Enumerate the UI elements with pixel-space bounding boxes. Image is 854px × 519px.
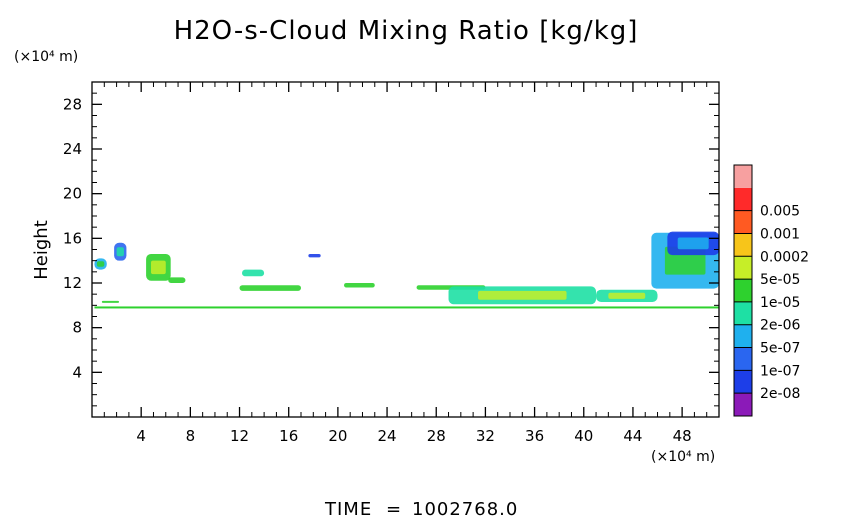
cloud-feature (101, 300, 120, 303)
cloud-feature (308, 253, 321, 258)
cloud-feature (94, 306, 720, 309)
y-tick-label: 4 (72, 363, 82, 381)
y-tick-label: 8 (72, 319, 82, 337)
colorbar-swatch (734, 324, 752, 348)
x-tick-label: 12 (230, 427, 249, 445)
colorbar-label: 5e-07 (760, 341, 800, 357)
colorbar-label: 0.005 (760, 204, 800, 220)
colorbar-swatch (734, 393, 752, 416)
data-layer (94, 231, 720, 309)
x-tick-label: 24 (378, 427, 397, 445)
time-label: TIME (324, 499, 372, 519)
cloud-feature (239, 285, 301, 291)
colorbar-swatch (734, 256, 752, 280)
plot-frame (91, 81, 720, 418)
cloud-feature (344, 283, 375, 288)
colorbar-swatch (734, 210, 752, 234)
x-tick-label: 48 (673, 427, 692, 445)
x-tick-label: 20 (328, 427, 347, 445)
colorbar: 2e-08 1e-07 5e-07 2e-06 1e-05 5e-05 0.0002 0.00… (733, 164, 809, 417)
y-axis-label: Height (31, 220, 52, 280)
x-tick-label: 16 (279, 427, 298, 445)
y-tick-label: 28 (63, 95, 82, 113)
x-tick-label: 32 (476, 427, 495, 445)
y-tick-label: 16 (63, 229, 82, 247)
colorbar-swatch (734, 279, 752, 302)
y-tick-label: 20 (63, 185, 82, 203)
x-tick-label: 8 (186, 427, 196, 445)
colorbar-label: 0.001 (760, 226, 800, 242)
colorbar-swatch (734, 370, 752, 394)
cloud-feature-core (677, 237, 709, 250)
time-readout: TIME = 1002768.0 (324, 499, 518, 519)
colorbar-label: 0.0002 (760, 249, 809, 265)
colorbar-label: 2e-06 (760, 318, 800, 334)
colorbar-label: 1e-05 (760, 295, 800, 311)
time-value: 1002768.0 (412, 499, 518, 519)
colorbar-label: 2e-08 (760, 386, 800, 402)
colorbar-swatch (734, 187, 752, 211)
time-equals: = (386, 499, 402, 519)
cloud-feature-core (116, 247, 124, 257)
colorbar-swatch (734, 165, 752, 188)
y-tick-label: 24 (63, 140, 82, 158)
y-unit-label: (×10⁴ m) (14, 49, 78, 65)
cloud-feature (241, 269, 265, 277)
x-tick-label: 44 (623, 427, 642, 445)
colorbar-swatch (734, 347, 752, 371)
x-tick-label: 4 (136, 427, 146, 445)
colorbar-frame (733, 164, 753, 417)
chart-title: H2O-s-Cloud Mixing Ratio [kg/kg] (174, 16, 639, 46)
cloud-feature-core (608, 292, 646, 299)
cloud-feature (168, 277, 186, 283)
colorbar-label: 5e-05 (760, 272, 800, 288)
cloud-feature-core (151, 260, 166, 275)
x-tick-label: 36 (525, 427, 544, 445)
y-tick-label: 12 (63, 274, 82, 292)
cloud-feature-core (478, 290, 567, 300)
colorbar-swatch (734, 301, 752, 325)
colorbar-swatch (734, 233, 752, 257)
x-tick-label: 28 (427, 427, 446, 445)
x-unit-label: (×10⁴ m) (651, 449, 715, 465)
colorbar-label: 1e-07 (760, 363, 800, 379)
cloud-feature-core (96, 261, 105, 267)
x-tick-label: 40 (574, 427, 593, 445)
